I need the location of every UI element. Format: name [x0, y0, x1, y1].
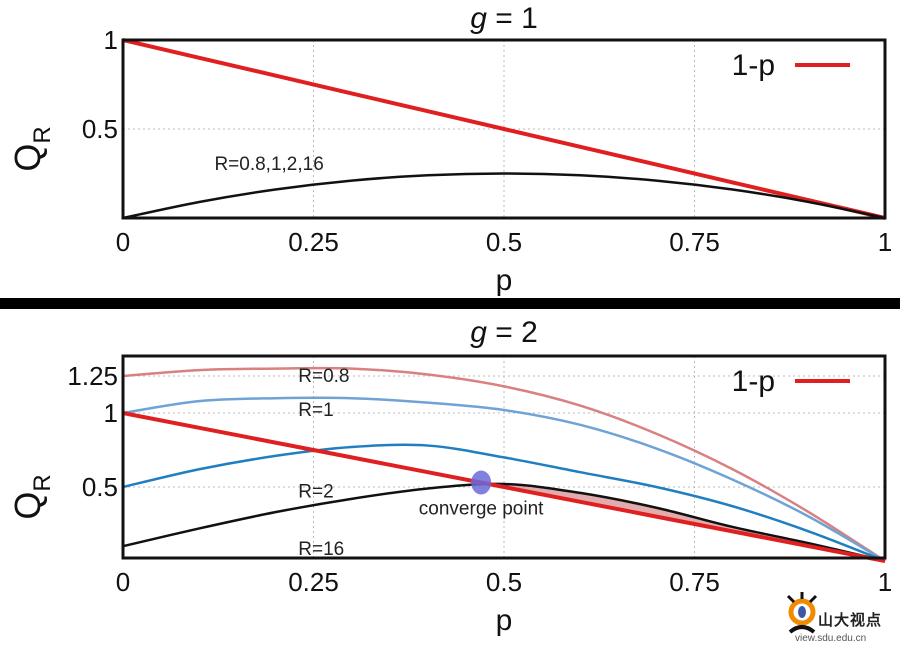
y-axis-label-subscript: R: [29, 126, 56, 143]
x-axis-label: p: [496, 604, 513, 637]
series-line-1-p: [122, 38, 886, 220]
series-line-1-p: [122, 411, 886, 563]
x-tick-label: 0.75: [669, 567, 720, 597]
curve-label: R=16: [298, 539, 344, 560]
y-axis-label-main: Q: [7, 144, 48, 172]
converge-point-label: converge point: [419, 499, 544, 520]
y-tick-label: 0.5: [82, 114, 118, 144]
legend-label: 1-p: [732, 49, 775, 82]
curve-label: R=0.8: [298, 366, 349, 387]
x-tick-label: 0.25: [288, 567, 339, 597]
y-axis-label-main: Q: [7, 492, 48, 520]
x-tick-label: 0: [116, 227, 130, 257]
x-tick-label: 0.5: [486, 567, 522, 597]
title-value: = 1: [487, 2, 538, 35]
y-tick-label: 0.5: [82, 472, 118, 502]
title-variable: g: [470, 316, 487, 349]
legend-label: 1-p: [732, 365, 775, 398]
watermark-url: view.sdu.edu.cn: [795, 633, 867, 644]
watermark-name: 山大视点: [818, 612, 883, 629]
x-tick-label: 0.25: [288, 227, 339, 257]
series-line-R-2: [122, 443, 886, 563]
chart-title: g = 2: [470, 316, 538, 349]
curve-label: R=0.8,1,2,16: [214, 154, 323, 175]
series-line-R-0-8: [122, 366, 886, 563]
title-variable: g: [470, 2, 487, 35]
x-tick-label: 0: [116, 567, 130, 597]
y-axis-label-subscript: R: [29, 474, 56, 491]
x-tick-label: 0.5: [486, 227, 522, 257]
plot-frame: [121, 38, 887, 220]
curve-label: R=1: [298, 400, 333, 421]
panel-2: g = 2 QR: [7, 316, 887, 563]
curve-label: R=2: [298, 481, 333, 502]
panel-divider: [0, 298, 900, 309]
y-tick-label: 1: [104, 25, 118, 55]
title-value: = 2: [487, 316, 538, 349]
x-axis-label: p: [496, 264, 513, 297]
converge-point-marker: [471, 470, 492, 495]
watermark-logo-icon: [786, 592, 818, 634]
y-axis-label: QR: [7, 474, 56, 519]
y-tick-label: 1: [104, 398, 118, 428]
series-line-R-1: [122, 396, 886, 563]
y-axis-label: QR: [7, 126, 56, 171]
plot-frame: [121, 354, 887, 560]
x-tick-label: 1: [878, 567, 892, 597]
y-tick-label: 1.25: [67, 361, 118, 391]
series-line-R-16: [122, 482, 886, 563]
panel-1: g = 1 QR: [7, 2, 887, 220]
chart-title: g = 1: [470, 2, 538, 35]
x-tick-label: 1: [878, 227, 892, 257]
x-tick-label: 0.75: [669, 227, 720, 257]
series-line-R-0-8-1-2-16: [122, 172, 886, 220]
